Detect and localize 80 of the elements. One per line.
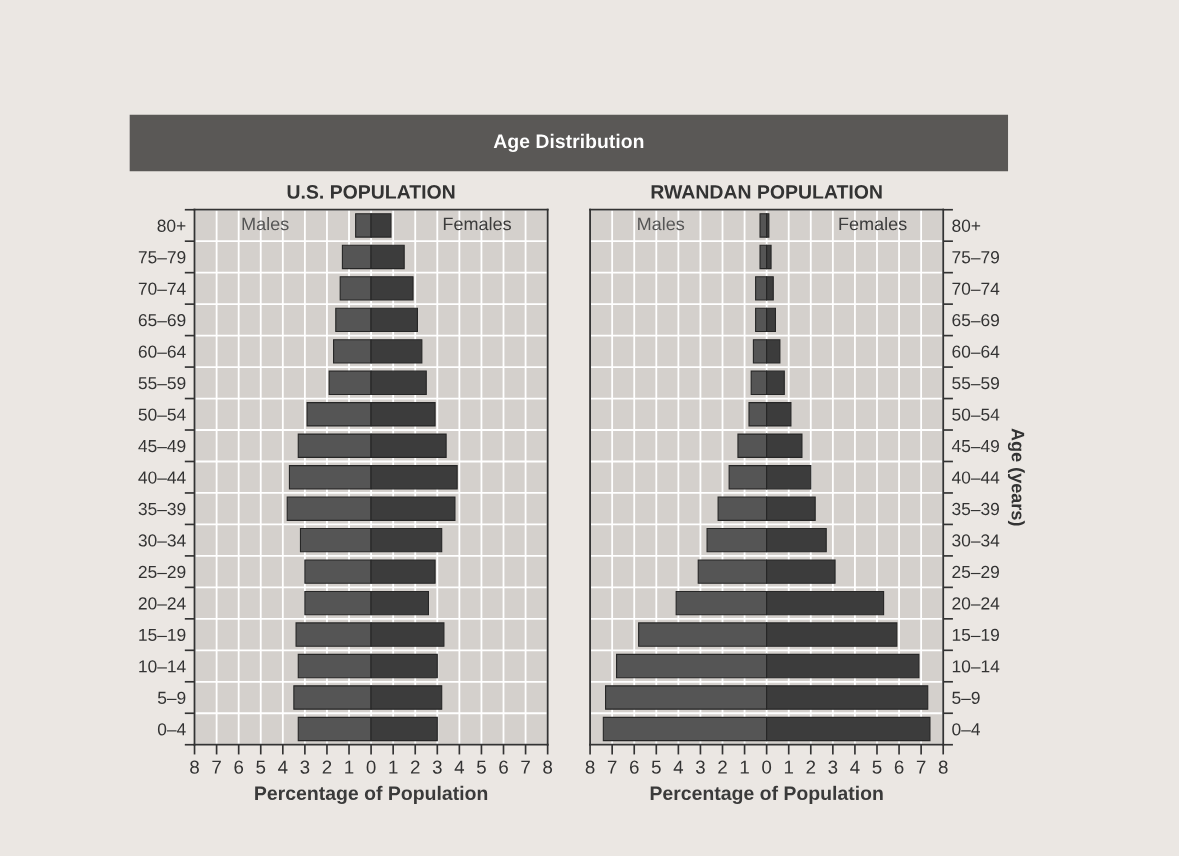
x-tick-label: 6 [894, 760, 904, 774]
text: Females [443, 217, 511, 231]
x-tick-label: 0 [762, 760, 772, 774]
y-tick-label: 60–64 [138, 345, 186, 358]
y-tick-label: 25–29 [138, 565, 186, 579]
y-axis-title: Age (years) [1007, 428, 1025, 526]
x-tick-label: 4 [850, 760, 860, 774]
x-tick-label: 8 [938, 760, 948, 774]
x-tick-label: 2 [410, 760, 420, 774]
y-tick-label: 70–74 [952, 282, 1000, 295]
x-tick-label: 7 [212, 760, 221, 774]
y-tick-label: 45–49 [138, 439, 186, 453]
y-tick-label: 35–39 [138, 502, 186, 516]
y-tick-label: 10–14 [139, 660, 186, 673]
y-tick-label: 30–34 [952, 534, 1000, 547]
x-tick-label: 5 [256, 760, 266, 774]
x-tick-label: 5 [651, 760, 661, 774]
y-tick-label: 75–79 [138, 251, 186, 264]
text: Females [839, 217, 907, 231]
y-tick-label: 60–64 [952, 345, 1000, 358]
text: Males [638, 217, 685, 231]
x-tick-label: 6 [629, 760, 639, 774]
y-tick-label: 0–4 [157, 723, 186, 736]
y-tick-label: 80+ [952, 219, 981, 232]
x-tick-label: 5 [476, 760, 486, 774]
y-tick-label: 25–29 [952, 565, 999, 579]
y-tick-label: 65–69 [138, 314, 186, 327]
y-tick-label: 35–39 [952, 502, 999, 516]
x-tick-label: 1 [784, 760, 794, 774]
x-axis-title: Percentage of Population [650, 785, 883, 805]
text: Males [242, 217, 289, 231]
x-tick-label: 7 [916, 760, 926, 774]
x-tick-label: 3 [695, 760, 705, 774]
chart-subtitle: U.S. POPULATION [287, 185, 455, 199]
y-tick-label: 65–69 [952, 314, 999, 327]
x-tick-label: 2 [806, 760, 816, 774]
x-tick-label: 2 [322, 760, 332, 774]
x-tick-label: 3 [828, 760, 838, 774]
x-tick-label: 1 [345, 760, 354, 774]
y-tick-label: 15–19 [952, 628, 999, 642]
x-axis-title: Percentage of Population [255, 785, 488, 805]
x-tick-label: 1 [389, 760, 398, 774]
y-tick-label: 55–59 [138, 376, 186, 390]
y-tick-label: 5–9 [952, 691, 980, 704]
chart-subtitle: RWANDAN POPULATION [651, 185, 882, 199]
y-tick-label: 70–74 [138, 282, 186, 295]
y-tick-label: 45–49 [951, 439, 999, 453]
x-tick-label: 2 [718, 760, 727, 774]
y-tick-label: 20–24 [138, 597, 186, 610]
y-tick-label: 10–14 [952, 660, 1000, 673]
y-tick-label: 55–59 [952, 376, 999, 390]
x-tick-label: 7 [607, 760, 617, 774]
chart-title: Age Distribution [493, 133, 644, 153]
y-tick-label: 80+ [157, 219, 186, 232]
y-tick-label: 30–34 [138, 534, 186, 547]
x-tick-label: 8 [543, 760, 553, 774]
y-tick-label: 0–4 [952, 723, 980, 736]
y-tick-label: 40–44 [951, 471, 1000, 484]
x-tick-label: 5 [872, 760, 882, 774]
x-tick-label: 7 [521, 760, 530, 774]
bar [759, 213, 768, 238]
x-tick-label: 6 [499, 760, 508, 774]
x-tick-label: 6 [234, 760, 244, 774]
y-tick-label: 75–79 [952, 251, 999, 264]
x-tick-label: 4 [454, 760, 465, 774]
x-tick-label: 8 [190, 760, 199, 774]
y-tick-label: 50–54 [952, 408, 1000, 421]
bar [759, 244, 768, 270]
x-tick-label: 8 [585, 760, 595, 774]
y-tick-label: 20–24 [952, 597, 1000, 610]
y-tick-label: 15–19 [139, 628, 186, 642]
x-tick-label: 1 [740, 760, 749, 774]
x-tick-label: 3 [432, 760, 442, 774]
x-tick-label: 0 [366, 760, 376, 774]
x-tick-label: 4 [278, 760, 288, 774]
x-tick-label: 4 [673, 760, 684, 774]
y-tick-label: 50–54 [138, 408, 186, 421]
x-tick-label: 3 [300, 760, 310, 774]
y-tick-label: 40–44 [138, 471, 186, 484]
y-tick-label: 5–9 [157, 691, 186, 704]
